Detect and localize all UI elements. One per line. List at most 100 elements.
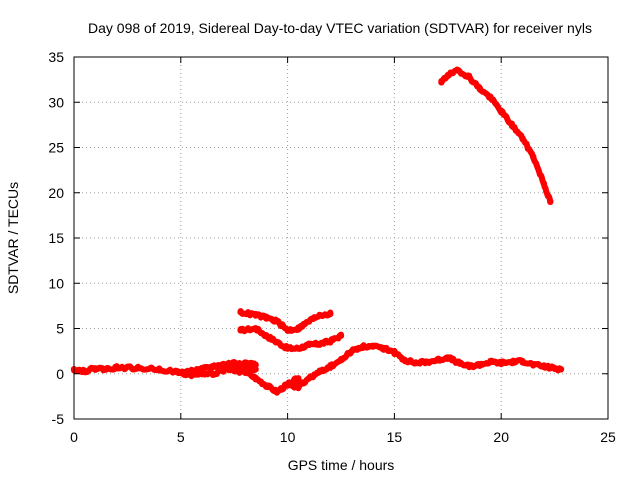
chart-title: Day 098 of 2019, Sidereal Day-to-day VTE…: [88, 20, 592, 36]
data-point: [252, 325, 259, 332]
y-tick-label: 30: [48, 94, 64, 110]
data-point: [412, 359, 419, 367]
data-point: [327, 363, 334, 370]
y-tick-label: -5: [52, 411, 65, 427]
data-point: [231, 367, 238, 375]
data-point: [295, 384, 302, 391]
series-trace: [237, 325, 344, 353]
series-arc-middle: [237, 325, 345, 353]
y-tick-label: 15: [48, 230, 64, 246]
data-series: [70, 66, 565, 396]
data-point: [273, 338, 281, 346]
x-tick-label: 0: [70, 429, 78, 445]
y-axis-label: SDTVAR / TECUs: [5, 182, 21, 294]
data-point: [519, 135, 526, 142]
data-point: [273, 318, 281, 325]
data-point: [455, 359, 462, 367]
y-tick-label: 35: [48, 49, 64, 65]
x-tick-label: 15: [387, 429, 403, 445]
data-point: [252, 375, 259, 382]
data-point: [92, 365, 99, 372]
data-point: [466, 73, 473, 81]
y-tick-label: 5: [56, 321, 64, 337]
y-tick-label: 10: [48, 275, 64, 291]
series-trace: [391, 350, 564, 374]
y-tick-label: 20: [48, 185, 64, 201]
data-point: [327, 338, 334, 345]
data-point: [337, 332, 345, 339]
data-point: [199, 369, 206, 376]
data-point: [487, 94, 494, 101]
data-point: [156, 366, 163, 373]
data-point: [348, 347, 355, 355]
data-point: [401, 357, 409, 364]
data-point: [540, 363, 548, 370]
data-point: [391, 349, 398, 357]
data-point: [508, 121, 516, 129]
series-arc-dip: [231, 367, 302, 396]
data-point: [237, 309, 244, 316]
data-point: [369, 343, 377, 350]
data-point: [113, 364, 120, 371]
data-point: [305, 318, 313, 325]
data-point: [173, 368, 180, 376]
data-point: [316, 311, 323, 319]
data-point: [380, 345, 387, 352]
data-point: [263, 382, 270, 389]
data-point: [444, 71, 451, 79]
x-tick-label: 10: [280, 429, 296, 445]
data-point: [284, 345, 291, 352]
data-point: [476, 361, 483, 368]
x-tick-label: 25: [600, 429, 616, 445]
data-point: [252, 311, 259, 319]
data-point: [263, 332, 270, 339]
data-point: [444, 354, 451, 361]
data-point: [498, 108, 505, 115]
data-point: [433, 357, 441, 364]
data-point: [237, 327, 244, 334]
data-point: [284, 327, 291, 334]
data-point: [438, 79, 445, 86]
series-trace: [438, 66, 554, 205]
data-point: [519, 357, 526, 365]
data-point: [81, 367, 88, 375]
data-point: [487, 358, 494, 366]
x-tick-label: 20: [493, 429, 509, 445]
data-point: [188, 371, 195, 378]
data-point: [102, 366, 110, 373]
data-point: [316, 368, 323, 376]
data-point: [498, 359, 505, 367]
data-point: [359, 343, 366, 350]
x-tick-label: 5: [177, 429, 185, 445]
data-point: [455, 67, 462, 74]
data-point: [423, 358, 430, 366]
data-point: [305, 341, 313, 348]
data-point: [540, 180, 548, 187]
series-trace: [284, 342, 398, 392]
data-point: [134, 365, 142, 372]
data-point: [295, 345, 302, 352]
series-arc-high: [438, 66, 554, 205]
y-tick-label: 25: [48, 140, 64, 156]
data-point: [295, 325, 302, 332]
data-point: [508, 358, 516, 366]
data-point: [551, 365, 558, 372]
grid: [74, 57, 608, 419]
axis-ticks: 0 5 10 15 20 25 -5 0 5 10 15 20 25 30 35: [48, 49, 616, 445]
data-point: [295, 375, 302, 382]
data-point: [337, 357, 345, 364]
data-point: [557, 366, 565, 373]
data-point: [284, 382, 291, 389]
data-point: [209, 363, 216, 370]
data-point: [220, 366, 227, 374]
data-point: [231, 359, 238, 367]
data-point: [316, 340, 323, 348]
data-point: [466, 363, 473, 370]
data-point: [547, 198, 554, 205]
data-point: [263, 314, 270, 321]
series-arc-low-early: [173, 362, 259, 380]
x-axis-label: GPS time / hours: [288, 457, 395, 473]
data-point: [305, 375, 313, 382]
series-arc-recovery: [284, 342, 398, 392]
